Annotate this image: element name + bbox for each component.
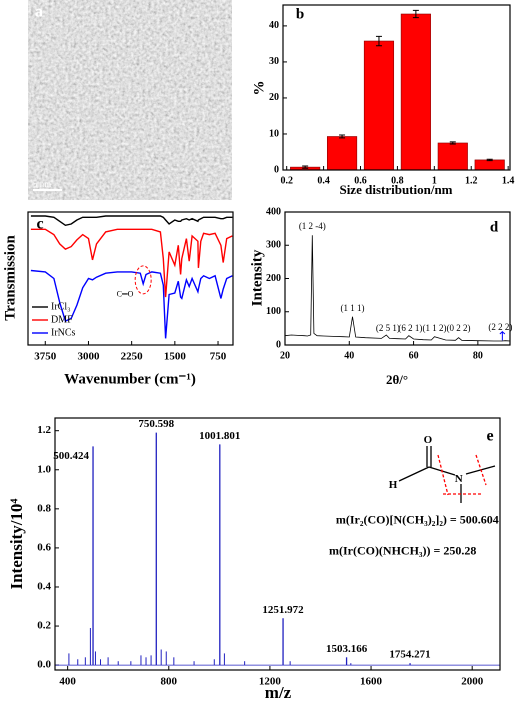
y-tick-label: 300 bbox=[266, 240, 281, 251]
y-tick-label: 0.4 bbox=[37, 581, 51, 593]
line bbox=[30, 269, 233, 339]
x-tick-label: 40 bbox=[344, 350, 354, 361]
y-tick-label: 0.6 bbox=[37, 541, 51, 553]
x-tick-label: 1500 bbox=[164, 350, 187, 362]
scale-bar-label: 5 nm bbox=[33, 179, 51, 189]
annotation: (6 2 1) bbox=[398, 323, 422, 333]
y-tick-label: 0.0 bbox=[37, 659, 51, 671]
x-axis-title: m/z bbox=[265, 683, 292, 702]
y-tick-label: 20 bbox=[269, 92, 279, 103]
panel-label: b bbox=[296, 6, 304, 22]
x-tick-label: 2000 bbox=[461, 675, 484, 687]
y-axis-title: Transmission bbox=[2, 235, 18, 321]
arrow bbox=[499, 331, 506, 341]
panel-label: e bbox=[486, 428, 493, 445]
bar bbox=[474, 159, 505, 171]
peak-label: 1503.166 bbox=[326, 643, 368, 655]
x-tick-label: 1200 bbox=[259, 675, 282, 687]
x-tick-label: 20 bbox=[280, 350, 290, 361]
annotation: (1 1 1) bbox=[341, 303, 365, 313]
bar bbox=[326, 136, 358, 171]
x-tick-label: 1.2 bbox=[465, 175, 478, 186]
x-tick-label: 0.8 bbox=[391, 175, 404, 186]
x-tick-label: 0.2 bbox=[280, 175, 293, 186]
x-axis-title: Size distribution/nm bbox=[339, 182, 452, 197]
x-tick-label: 750 bbox=[210, 350, 227, 362]
line bbox=[30, 215, 233, 227]
peak-label: 500.424 bbox=[53, 450, 89, 462]
y-tick-label: 0 bbox=[274, 164, 279, 175]
annotation: C═O bbox=[117, 289, 134, 298]
error-bar bbox=[339, 134, 346, 139]
annotation: (2 5 1) bbox=[376, 323, 400, 333]
x-tick-label: 2250 bbox=[121, 350, 144, 362]
x-tick-label: 400 bbox=[59, 675, 76, 687]
y-tick-label: 200 bbox=[266, 273, 281, 284]
x-tick-label: 800 bbox=[161, 675, 178, 687]
bar bbox=[400, 13, 431, 171]
y-axis-title: % bbox=[251, 81, 267, 96]
annotation: (1 1 2) bbox=[422, 323, 446, 333]
error-bar bbox=[486, 158, 493, 162]
plot-frame bbox=[284, 211, 511, 346]
highlight bbox=[134, 265, 152, 295]
peak-label: 1001.801 bbox=[199, 430, 240, 442]
x-tick-label: 0.6 bbox=[354, 175, 367, 186]
y-tick-label: 0 bbox=[276, 339, 281, 350]
annotation: O bbox=[424, 434, 433, 446]
peak-label: 1754.271 bbox=[389, 649, 430, 661]
legend-label: IrCl₃ bbox=[51, 301, 71, 312]
line bbox=[30, 228, 233, 298]
y-tick-label: 40 bbox=[269, 20, 279, 31]
x-tick-label: 0.4 bbox=[317, 175, 330, 186]
panel-label: d bbox=[490, 219, 499, 235]
error-bar bbox=[412, 9, 419, 19]
x-tick-label: 1 bbox=[432, 175, 437, 186]
annotation: (2 2 2) bbox=[488, 322, 512, 332]
annotation: (0 2 2) bbox=[447, 323, 471, 333]
tem-image bbox=[28, 0, 232, 200]
annotation: m(Ir(CO)(NHCH₃)) = 250.28 bbox=[329, 544, 476, 558]
plot-frame bbox=[282, 4, 511, 171]
x-tick-label: 3750 bbox=[34, 350, 57, 362]
annotation: m(Ir₂(CO)[N(CH₃)₂]₂) = 500.604 bbox=[336, 512, 499, 526]
y-tick-label: 1.0 bbox=[37, 463, 51, 475]
error-bar bbox=[375, 35, 382, 47]
peak-label: 750.598 bbox=[138, 418, 174, 430]
error-bar bbox=[302, 165, 309, 169]
y-tick-label: 100 bbox=[266, 306, 281, 317]
molecule bbox=[398, 446, 496, 503]
legend-label: DMF bbox=[51, 314, 73, 325]
y-tick-label: 0.8 bbox=[37, 502, 51, 514]
legend-label: IrNCs bbox=[51, 327, 76, 338]
bar bbox=[437, 142, 468, 171]
y-tick-label: 30 bbox=[269, 56, 279, 67]
y-axis-title: Intensity/10⁴ bbox=[7, 498, 26, 589]
annotation: N bbox=[455, 473, 463, 485]
line bbox=[284, 235, 511, 342]
panel-label: a bbox=[35, 4, 43, 21]
y-tick-label: 1.2 bbox=[37, 424, 51, 436]
y-tick-label: 0.2 bbox=[37, 620, 51, 632]
x-tick-label: 3000 bbox=[77, 350, 100, 362]
x-axis-title: Wavenumber (cm⁻¹) bbox=[64, 371, 196, 387]
error-bar bbox=[449, 141, 456, 145]
x-tick-label: 1.4 bbox=[502, 175, 515, 186]
panel-label: c bbox=[36, 216, 43, 233]
peak-label: 1251.972 bbox=[262, 604, 304, 616]
y-tick-label: 400 bbox=[266, 206, 281, 217]
x-tick-label: 80 bbox=[473, 350, 483, 361]
y-axis-title: Intensity bbox=[249, 249, 265, 306]
annotation: H bbox=[389, 479, 398, 491]
plot-frame bbox=[27, 211, 234, 346]
x-axis-title: 2θ/° bbox=[386, 372, 408, 387]
y-tick-label: 10 bbox=[269, 128, 279, 139]
x-tick-label: 1600 bbox=[360, 675, 383, 687]
x-tick-label: 60 bbox=[409, 350, 419, 361]
bar bbox=[363, 40, 395, 171]
annotation: (1 2 -4) bbox=[299, 221, 326, 231]
plot-frame bbox=[54, 417, 501, 671]
